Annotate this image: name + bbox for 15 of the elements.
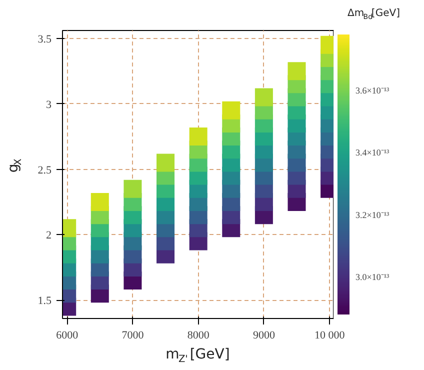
color-bar-label: 3.4×10⁻¹³	[356, 148, 390, 158]
x-tick-label: 6000	[56, 330, 79, 342]
x-tick-label: 9000	[252, 330, 276, 342]
x-tick-label: 8000	[187, 330, 210, 342]
y-tick-label: 3	[46, 98, 52, 111]
x-tick-label: 10 000	[314, 330, 346, 342]
x-tick-label: 7000	[122, 330, 144, 342]
color-bar-label: 3.0×10⁻¹³	[356, 272, 390, 282]
color-bar-label: 3.2×10⁻¹³	[356, 210, 390, 220]
y-tick-label: 3.5	[38, 33, 52, 46]
y-tick-label: 1.5	[38, 295, 52, 308]
y-tick-label: 2	[46, 230, 52, 242]
color-bar-label: 3.6×10⁻¹³	[356, 86, 390, 96]
y-axis-title: gX	[6, 158, 24, 173]
y-tick-label: 2.5	[38, 164, 52, 176]
